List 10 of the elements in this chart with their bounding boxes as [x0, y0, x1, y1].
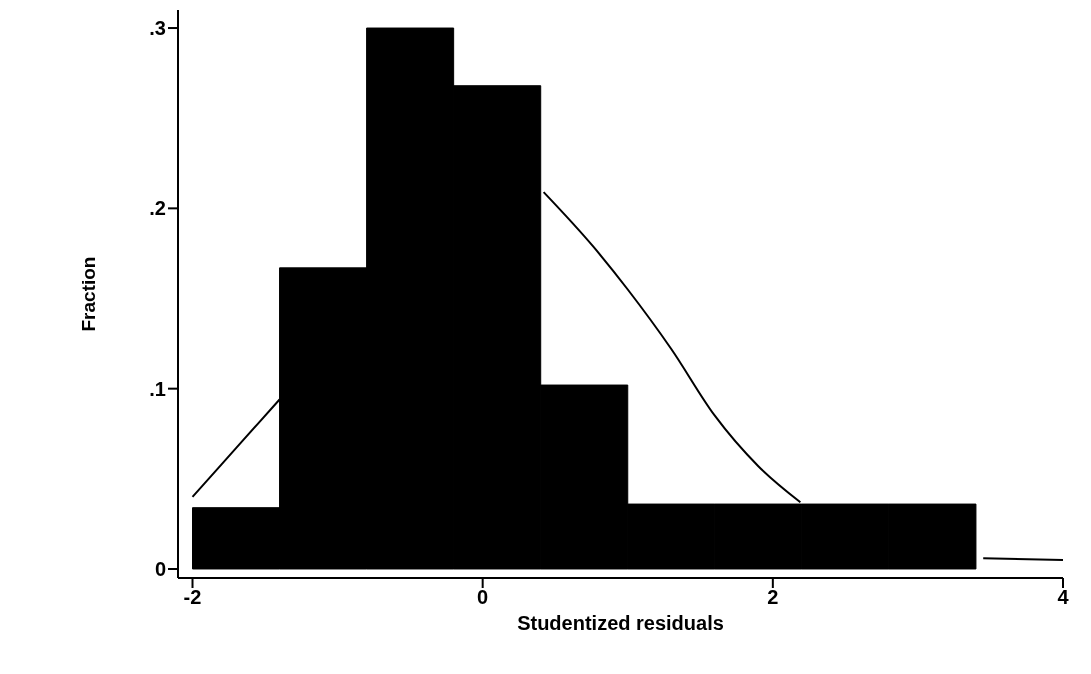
y-tick-label: .1 — [149, 377, 166, 400]
y-tick-label: .2 — [149, 197, 166, 220]
x-axis-title: Studentized residuals — [517, 612, 724, 634]
x-tick-label: -2 — [183, 586, 202, 609]
y-axis-title: Fraction — [77, 256, 99, 332]
y-tick-label: .3 — [149, 17, 166, 40]
x-tick-label: 4 — [1057, 586, 1070, 609]
x-tick-label: 2 — [767, 586, 779, 609]
y-tick-label: 0 — [154, 558, 166, 581]
x-tick-label: 0 — [477, 586, 489, 609]
